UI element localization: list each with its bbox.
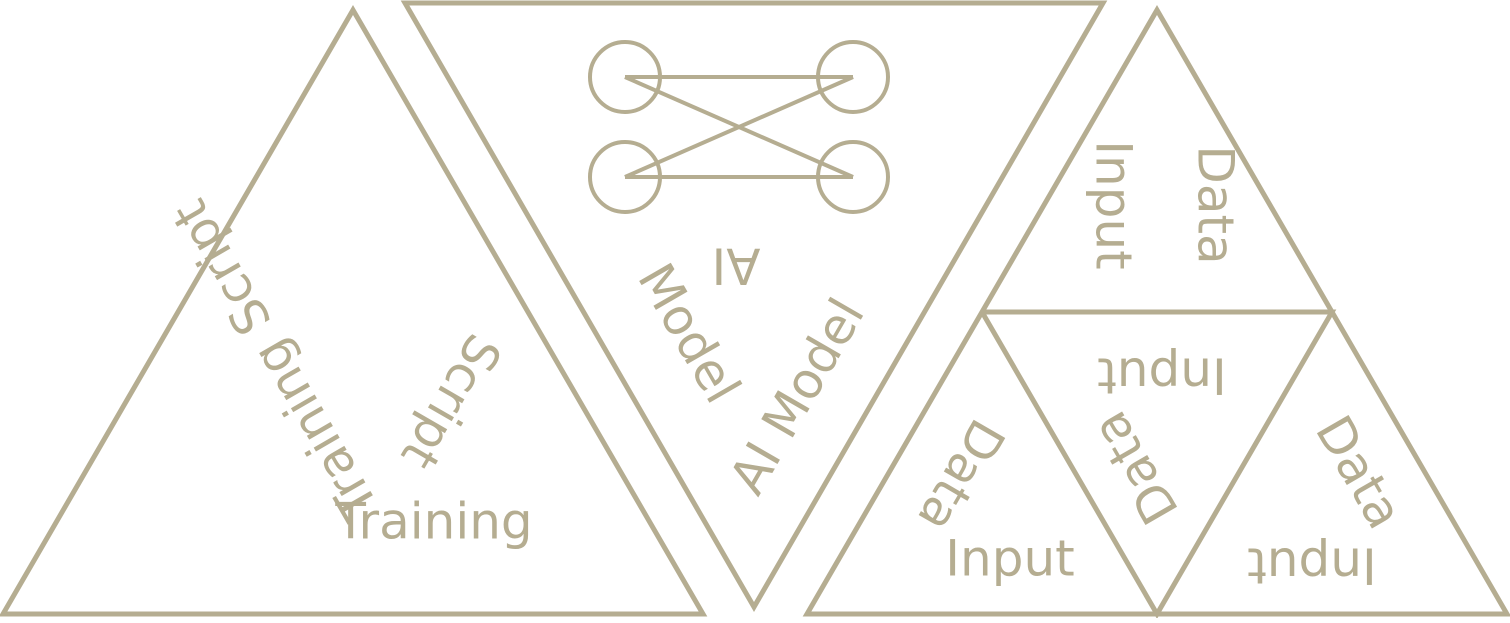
ai-model-triangle <box>400 0 1108 612</box>
data-input-panel: Data Input Input Data Data Input Data In… <box>802 5 1510 619</box>
data-input-left-data: Data <box>906 410 1016 542</box>
ai-model-label-ai: AI <box>712 237 761 295</box>
data-input-left-input: Input <box>945 530 1074 588</box>
data-input-top-data: Data <box>1187 145 1245 264</box>
training-script-label-inner-script: Script <box>390 324 513 479</box>
training-script-triangle <box>0 5 708 617</box>
training-script-label-inner-training: Training <box>334 493 532 551</box>
data-input-right-input: Input <box>1247 537 1376 595</box>
data-input-middle-input: Input <box>1097 347 1226 405</box>
data-input-top-input: Input <box>1085 140 1143 269</box>
ai-model-label-ai-model: AI Model <box>718 289 876 504</box>
neural-network-icon <box>588 40 890 214</box>
data-input-inner-divider <box>979 309 1337 619</box>
training-script-label-outer: Training Script <box>160 190 390 530</box>
